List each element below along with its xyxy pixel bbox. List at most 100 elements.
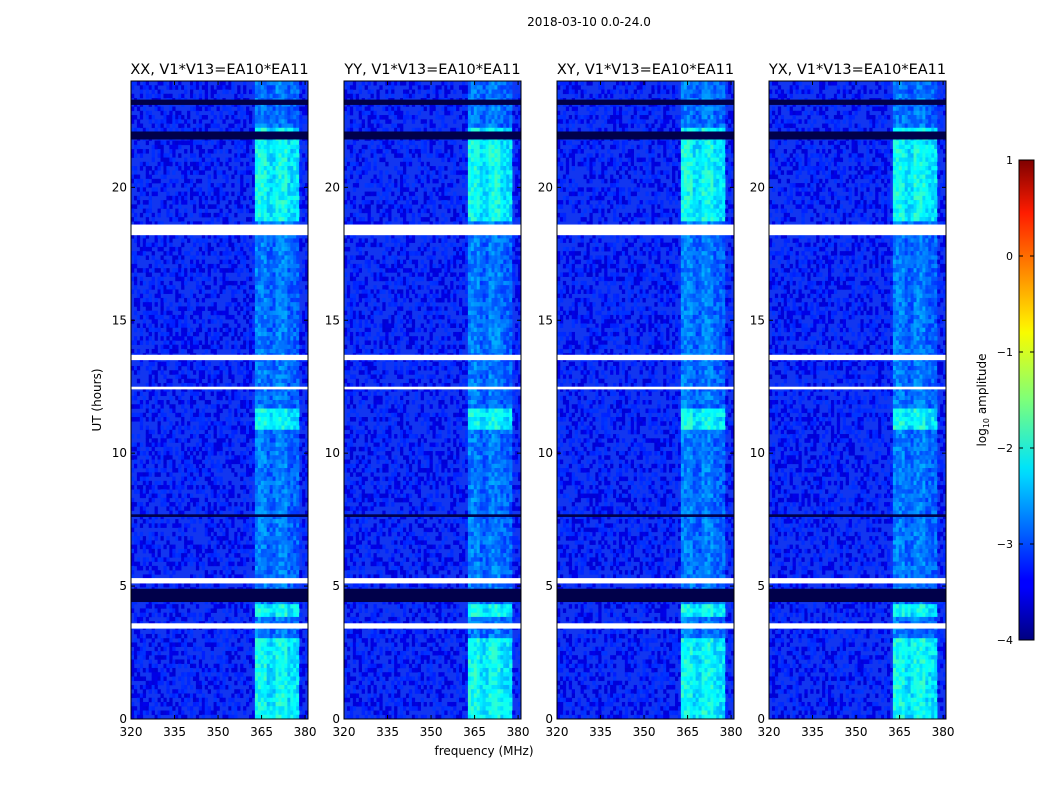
heatmap-cell [154, 166, 158, 171]
heatmap-cell [160, 387, 164, 392]
heatmap-cell [254, 336, 259, 341]
heatmap-cell [290, 127, 294, 133]
heatmap-cell [275, 187, 279, 192]
heatmap-cell [272, 574, 276, 579]
heatmap-cell [281, 174, 285, 180]
heatmap-cell [231, 561, 235, 567]
heatmap-cell [234, 166, 238, 171]
heatmap-cell [281, 557, 285, 562]
heatmap-cell [175, 200, 179, 205]
heatmap-cell [187, 523, 191, 528]
heatmap-cell [133, 455, 138, 460]
heatmap-cell [204, 200, 208, 205]
heatmap-cell [139, 514, 144, 520]
heatmap-cell [198, 89, 203, 95]
heatmap-cell [231, 485, 235, 490]
heatmap-cell [290, 140, 294, 146]
heatmap-cell [290, 340, 294, 345]
heatmap-cell [145, 191, 149, 197]
heatmap-cell [287, 382, 291, 388]
heatmap-cell [275, 123, 279, 129]
heatmap-cell [228, 85, 232, 90]
heatmap-cell [278, 446, 282, 452]
heatmap-cell [237, 365, 241, 371]
heatmap-cell [166, 166, 170, 171]
heatmap-cell [266, 153, 270, 158]
heatmap-cell [302, 81, 306, 86]
heatmap-cell [269, 127, 273, 133]
heatmap-cell [266, 293, 270, 299]
heatmap-cell [160, 280, 164, 286]
heatmap-cell [281, 429, 285, 435]
heatmap-cell [278, 348, 282, 354]
heatmap-cell [296, 302, 300, 307]
heatmap-cell [237, 553, 241, 558]
heatmap-cell [175, 561, 179, 567]
heatmap-cell [293, 259, 297, 265]
heatmap-cell [278, 302, 282, 307]
heatmap-cell [275, 263, 279, 269]
heatmap-cell [299, 391, 303, 397]
heatmap-cell [219, 442, 223, 448]
heatmap-cell [272, 519, 276, 524]
heatmap-cell [296, 612, 300, 618]
heatmap-cell [284, 553, 288, 558]
heatmap-cell [234, 127, 238, 133]
heatmap-cell [269, 314, 273, 320]
heatmap-cell [272, 608, 276, 613]
heatmap-cell [204, 285, 208, 290]
heatmap-cell [272, 446, 276, 452]
heatmap-cell [302, 536, 306, 541]
heatmap-cell [213, 485, 217, 490]
heatmap-cell [293, 327, 297, 333]
heatmap-cell [266, 272, 270, 277]
heatmap-cell [169, 280, 173, 286]
heatmap-cell [269, 259, 273, 265]
heatmap-cell [260, 302, 265, 307]
heatmap-cell [145, 127, 149, 133]
heatmap-cell [263, 565, 267, 571]
heatmap-cell [290, 268, 294, 273]
heatmap-cell [131, 365, 135, 371]
heatmap-cell [198, 157, 203, 163]
heatmap-cell [284, 374, 288, 380]
heatmap-cell [281, 382, 285, 388]
heatmap-cell [207, 234, 211, 239]
heatmap-cell [299, 289, 303, 294]
heatmap-cell [278, 115, 282, 120]
heatmap-cell [136, 268, 141, 273]
heatmap-cell [151, 378, 155, 384]
heatmap-cell [222, 434, 226, 439]
heatmap-cell [157, 408, 161, 414]
heatmap-cell [151, 340, 155, 345]
heatmap-cell [296, 85, 300, 90]
heatmap-cell [139, 502, 144, 507]
heatmap-cell [287, 302, 291, 307]
heatmap-cell [296, 331, 300, 337]
heatmap-cell [287, 604, 291, 609]
heatmap-cell [213, 195, 217, 201]
heatmap-cell [148, 561, 152, 567]
heatmap-cell [139, 153, 144, 158]
heatmap-cell [287, 412, 291, 418]
heatmap-cell [257, 115, 262, 120]
heatmap-cell [257, 217, 262, 222]
heatmap-cell [260, 361, 265, 367]
heatmap-cell [254, 170, 259, 175]
heatmap-cell [225, 234, 229, 239]
heatmap-cell [181, 327, 185, 333]
heatmap-cell [225, 310, 229, 316]
heatmap-cell [136, 442, 141, 448]
heatmap-cell [287, 174, 291, 180]
heatmap-cell [240, 361, 244, 367]
heatmap-cell [305, 157, 309, 163]
heatmap-cell [228, 127, 232, 133]
heatmap-cell [251, 451, 256, 456]
heatmap-cell [151, 582, 155, 588]
heatmap-cell [278, 174, 282, 180]
heatmap-cell [190, 612, 194, 618]
heatmap-cell [184, 527, 188, 533]
heatmap-cell [136, 314, 141, 320]
heatmap-cell [281, 548, 285, 554]
heatmap-cell [225, 280, 229, 286]
